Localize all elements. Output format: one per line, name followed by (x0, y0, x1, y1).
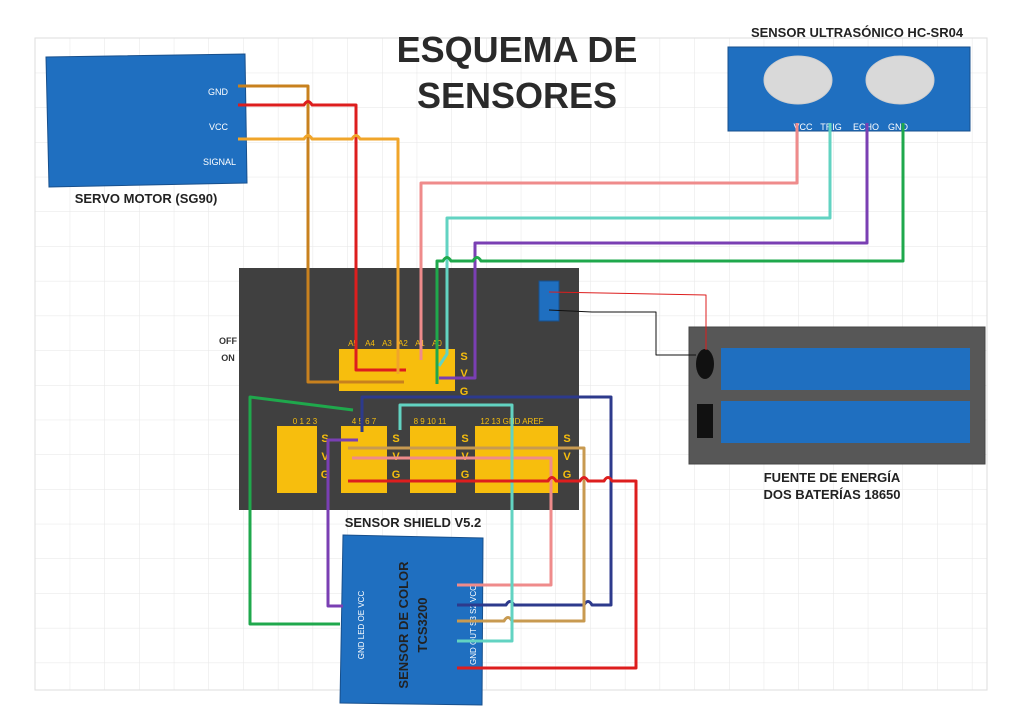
analog-svg-g: G (460, 386, 469, 398)
svg-2-s: S (392, 433, 399, 445)
wire-cs-gnd-left (248, 395, 354, 626)
ultrasonic-pin-vcc: VCC (793, 122, 813, 132)
digital-label-8-11: 8 9 10 11 (414, 417, 447, 426)
analog-svg-v: V (460, 368, 468, 380)
color-sensor-label-line-1: SENSOR DE COLOR (396, 561, 411, 689)
title-line-2: SENSORES (417, 75, 617, 116)
color-sensor-label-line-2: TCS3200 (415, 598, 430, 653)
color-sensor-body (339, 534, 484, 706)
wire-power-negative (548, 309, 696, 356)
wire-servo-signal (238, 134, 400, 374)
digital-label-4-7: 4 5 6 7 (352, 417, 377, 426)
shield-switch-off: OFF (219, 336, 237, 346)
svg-1-v: V (321, 451, 329, 463)
servo-body (45, 53, 248, 188)
wire-cs-s3 (348, 446, 586, 623)
analog-pin-a2: A2 (398, 339, 408, 348)
power-label-line-1: FUENTE DE ENERGÍA (764, 470, 901, 485)
servo-motor: GND VCC SIGNAL SERVO MOTOR (SG90) (45, 53, 248, 206)
wire-cs-led (326, 438, 358, 608)
servo-label: SERVO MOTOR (SG90) (75, 191, 218, 206)
wire-cs-gnd-right (348, 476, 638, 670)
wire-servo-vcc (238, 100, 406, 372)
color-sensor: SENSOR DE COLOR TCS3200 GND LED OE VCC G… (339, 534, 484, 706)
power-supply: FUENTE DE ENERGÍA DOS BATERÍAS 18650 (688, 326, 986, 502)
svg-4-s: S (563, 433, 570, 445)
power-terminal (538, 280, 560, 322)
svg-1-s: S (321, 433, 328, 445)
ultrasonic-body (727, 46, 971, 132)
ultrasonic-transducer-right (865, 55, 935, 105)
power-label-line-2: DOS BATERÍAS 18650 (763, 487, 900, 502)
analog-pin-a5: A5 (348, 339, 358, 348)
title-line-1: ESQUEMA DE (397, 29, 638, 70)
svg-4-g: G (563, 469, 572, 481)
analog-pin-a3: A3 (382, 339, 392, 348)
wire-cs-out (398, 403, 514, 643)
wire-cs-vcc (352, 456, 553, 587)
wires (238, 84, 905, 670)
analog-svg-s: S (460, 351, 467, 363)
svg-3-g: G (461, 469, 470, 481)
ultrasonic-transducer-left (763, 55, 833, 105)
ultrasonic-label: SENSOR ULTRASÓNICO HC-SR04 (751, 25, 964, 40)
digital-header-0-3 (277, 426, 317, 493)
battery-holder (688, 326, 986, 465)
servo-pin-vcc: VCC (209, 122, 229, 132)
battery-positive-terminal (696, 349, 714, 379)
servo-pin-gnd: GND (208, 87, 229, 97)
wire-us-vcc (419, 123, 799, 360)
battery-negative-terminal (697, 404, 713, 438)
digital-label-0-3: 0 1 2 3 (293, 417, 318, 426)
wire-us-echo (439, 123, 869, 380)
svg-4-v: V (563, 451, 571, 463)
svg-2-g: G (392, 469, 401, 481)
battery-cell-2 (721, 401, 970, 443)
shield-label: SENSOR SHIELD V5.2 (345, 515, 482, 530)
analog-pin-a4: A4 (365, 339, 375, 348)
svg-3-s: S (461, 433, 468, 445)
color-sensor-left-pins: GND LED OE VCC (357, 591, 366, 660)
ultrasonic-sensor: SENSOR ULTRASÓNICO HC-SR04 VCC TRIG ECHO… (727, 25, 971, 132)
wire-power-positive (548, 291, 707, 350)
ultrasonic-pin-gnd: GND (888, 122, 909, 132)
color-sensor-right-pins: GND OUT S3 S2 VCC (469, 585, 478, 665)
servo-pin-signal: SIGNAL (203, 157, 236, 167)
wire-us-trig (437, 123, 832, 367)
svg-1-g: G (321, 469, 330, 481)
wire-servo-gnd (238, 84, 404, 384)
battery-cell-1 (721, 348, 970, 390)
wire-us-gnd (435, 123, 905, 384)
shield-switch-on: ON (221, 353, 235, 363)
